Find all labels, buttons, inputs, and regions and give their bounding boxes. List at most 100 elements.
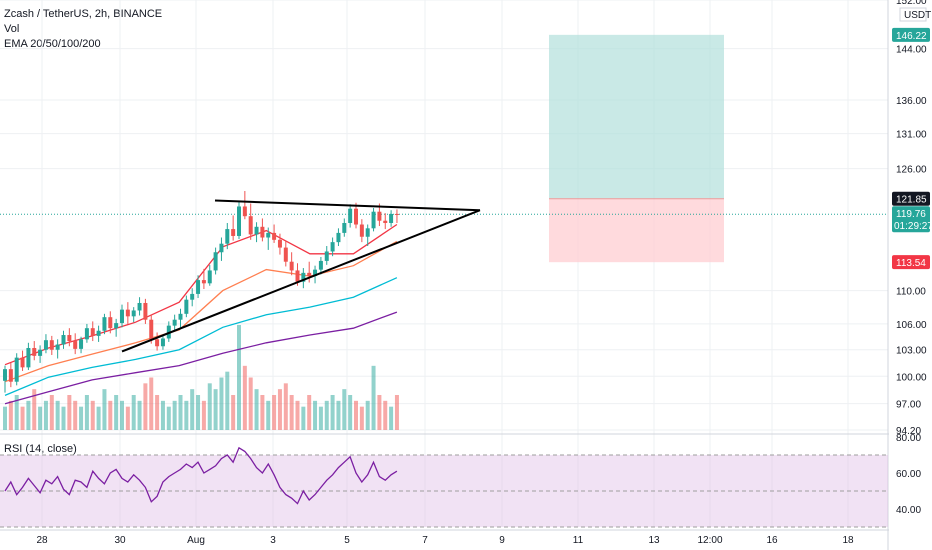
candle-body <box>20 357 25 368</box>
candle-body <box>254 226 259 235</box>
volume-bar <box>43 400 48 430</box>
candle-body <box>237 206 241 236</box>
candle <box>67 328 72 347</box>
candle-body <box>155 339 160 347</box>
price-tick-label: 97.00 <box>896 400 921 411</box>
candle <box>20 350 25 371</box>
volume-bar <box>61 406 66 430</box>
volume-bar <box>79 406 84 430</box>
candle <box>394 209 399 223</box>
volume-bar <box>231 395 236 430</box>
rsi-line <box>4 446 398 505</box>
volume-bar <box>26 400 31 430</box>
symbol-legend[interactable]: Zcash / TetherUS, 2h, BINANCE <box>4 8 163 20</box>
volume-bar <box>365 400 370 430</box>
candle <box>242 190 247 220</box>
time-tick-label: 13 <box>648 535 660 546</box>
candle <box>354 202 358 229</box>
candle <box>254 222 259 243</box>
candle-body <box>120 309 124 324</box>
candle-body <box>371 211 376 229</box>
candle-body <box>131 310 136 317</box>
candle <box>102 313 107 335</box>
time-tick-label: Aug <box>187 535 205 546</box>
candle <box>324 246 329 265</box>
price-badge <box>892 206 930 233</box>
time-tick-label: 28 <box>36 535 48 546</box>
candle <box>336 228 341 247</box>
candle-body <box>207 270 212 284</box>
volume-bar <box>260 395 265 430</box>
candle <box>3 365 7 393</box>
candle-body <box>377 211 382 221</box>
volume-legend[interactable]: Vol <box>4 23 20 35</box>
candle <box>330 237 335 257</box>
candle-body <box>213 252 218 271</box>
volume-bar <box>295 400 300 430</box>
candle-body <box>160 338 165 347</box>
candle-body <box>32 347 37 356</box>
candle-body <box>318 260 323 270</box>
price-badge <box>892 255 930 270</box>
candle <box>225 222 230 250</box>
candle <box>260 218 265 242</box>
volume-bar <box>155 395 160 430</box>
candle <box>307 261 312 283</box>
triangle-lower-line <box>121 209 481 353</box>
time-tick-label: 3 <box>270 535 276 546</box>
candle <box>383 213 388 230</box>
price-badge-label: 121.85 <box>896 195 927 206</box>
candle-body <box>313 269 318 277</box>
price-tick-label: 126.00 <box>896 165 927 176</box>
candle <box>160 335 165 350</box>
candles <box>3 190 399 393</box>
candle <box>96 325 101 342</box>
volume-bar <box>73 400 78 430</box>
currency-label: USDT <box>904 10 931 21</box>
candle-body <box>365 228 370 237</box>
candle <box>219 237 224 261</box>
volume-bar <box>67 395 72 430</box>
candle <box>143 298 148 324</box>
time-tick-label: 18 <box>842 535 854 546</box>
candle-body <box>61 335 66 345</box>
volume-bar <box>213 389 218 430</box>
volume-bar <box>8 400 13 430</box>
candle <box>61 330 66 349</box>
candle <box>90 321 95 342</box>
volume-bar <box>114 395 119 430</box>
candle-body <box>342 222 347 233</box>
candle-body <box>102 317 107 331</box>
candle <box>14 353 19 386</box>
candle-body <box>38 349 43 356</box>
volume-bar <box>14 395 19 430</box>
candle-body <box>79 339 84 349</box>
ema-legend[interactable]: EMA 20/50/100/200 <box>4 38 101 50</box>
volume-bar <box>283 383 288 430</box>
candle-body <box>277 239 282 248</box>
volume-bars <box>3 325 399 430</box>
candle-body <box>90 328 95 336</box>
position-zones <box>0 34 888 263</box>
volume-bar <box>184 400 189 430</box>
volume-bar <box>307 395 312 430</box>
volume-bar <box>143 383 148 430</box>
candle <box>32 341 37 361</box>
volume-bar <box>149 377 154 430</box>
rsi-legend[interactable]: RSI (14, close) <box>4 443 77 455</box>
candle <box>137 297 142 316</box>
candle-body <box>231 229 236 236</box>
candle-body <box>3 369 7 381</box>
currency-box <box>899 7 927 22</box>
volume-bar <box>266 400 271 430</box>
price-tick-label: 131.00 <box>896 130 927 141</box>
volume-bar <box>277 389 282 430</box>
candle-body <box>394 213 399 215</box>
time-tick-label: 30 <box>114 535 126 546</box>
candle <box>49 335 54 355</box>
candle-body <box>307 272 312 277</box>
candle <box>38 345 43 363</box>
volume-bar <box>84 395 89 430</box>
candle-body <box>43 340 48 350</box>
